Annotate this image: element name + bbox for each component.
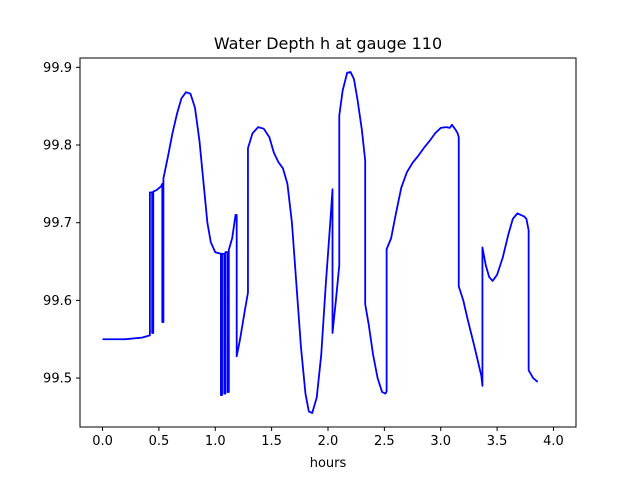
y-tick-label: 99.9 [43, 61, 72, 76]
x-tick-label: 2.5 [374, 434, 395, 449]
x-axis-label: hours [310, 456, 347, 471]
y-tick-label: 99.7 [43, 216, 72, 231]
plot-series-group [102, 71, 539, 414]
y-tick-label: 99.8 [43, 139, 72, 154]
x-tick-label: 1.5 [261, 434, 282, 449]
x-tick-label: 4.0 [543, 434, 564, 449]
x-axis-ticks: 0.0 0.5 1.0 1.5 2.0 2.5 3.0 3.5 4.0 [92, 427, 564, 449]
y-tick-label: 99.5 [43, 372, 72, 387]
y-tick-label: 99.6 [43, 294, 72, 309]
series-line-0 [102, 71, 539, 414]
y-axis-ticks: 99.5 99.6 99.7 99.8 99.9 [43, 61, 80, 387]
x-tick-label: 3.5 [487, 434, 508, 449]
x-tick-label: 3.0 [430, 434, 451, 449]
x-tick-label: 1.0 [205, 434, 226, 449]
x-tick-label: 0.5 [149, 434, 170, 449]
x-tick-label: 2.0 [318, 434, 339, 449]
x-tick-label: 0.0 [92, 434, 113, 449]
chart-title: Water Depth h at gauge 110 [214, 34, 442, 53]
